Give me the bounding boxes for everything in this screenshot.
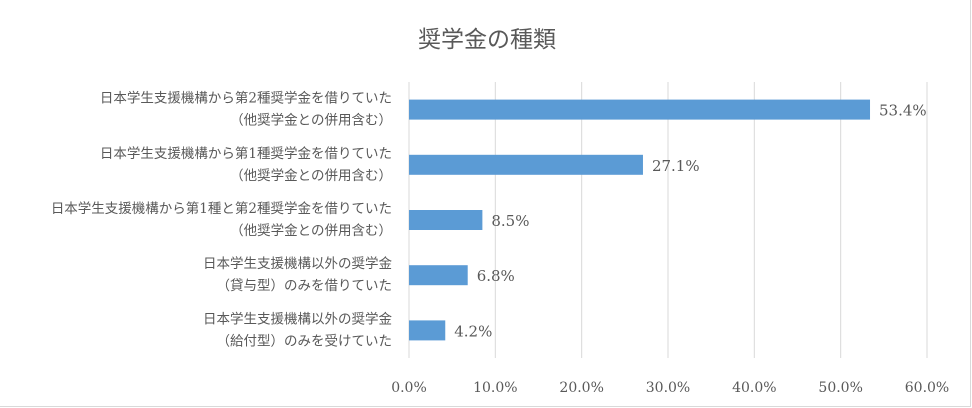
x-tick-label: 20.0% — [559, 380, 603, 396]
bar — [409, 265, 468, 286]
data-label: 4.2% — [454, 322, 492, 340]
category-label: 日本学生支援機構以外の奨学金 — [203, 256, 392, 272]
bar — [409, 210, 483, 230]
x-tick-label: 30.0% — [646, 380, 690, 396]
x-axis-ticks: 0.0% 10.0% 20.0% 30.0% 40.0% 50.0% 60.0% — [391, 380, 949, 396]
x-tick-label: 40.0% — [732, 380, 776, 396]
bar — [409, 320, 446, 341]
category-label: 日本学生支援機構から第1種と第2種奨学金を借りていた — [51, 200, 392, 217]
data-label: 8.5% — [491, 212, 529, 230]
bar — [409, 99, 871, 120]
data-labels: 53.4% 27.1% 8.5% 6.8% 4.2% — [454, 102, 926, 341]
category-label: （貸与型）のみを借りていた — [217, 278, 393, 294]
data-label: 27.1% — [652, 157, 700, 175]
x-tick-label: 10.0% — [473, 380, 517, 396]
category-label: 日本学生支援機構から第1種奨学金を借りていた — [100, 145, 392, 162]
gridlines — [408, 82, 928, 358]
data-label: 6.8% — [477, 267, 515, 285]
category-label: 日本学生支援機構以外の奨学金 — [203, 311, 392, 327]
bars — [409, 99, 871, 341]
category-label: （他奨学金との併用含む） — [230, 168, 392, 184]
category-label: （他奨学金との併用含む） — [230, 113, 392, 129]
x-tick-label: 0.0% — [391, 380, 427, 396]
bar — [409, 154, 643, 175]
chart-title: 奨学金の種類 — [418, 27, 556, 53]
category-labels: 日本学生支援機構から第2種奨学金を借りていた （他奨学金との併用含む） 日本学生支援… — [51, 90, 393, 350]
category-label: （他奨学金との併用含む） — [230, 223, 392, 239]
category-label: （給付型）のみを受けていた — [217, 333, 393, 349]
x-tick-label: 60.0% — [905, 380, 949, 396]
x-tick-label: 50.0% — [818, 380, 862, 396]
data-label: 53.4% — [879, 102, 927, 120]
category-label: 日本学生支援機構から第2種奨学金を借りていた — [100, 90, 392, 107]
